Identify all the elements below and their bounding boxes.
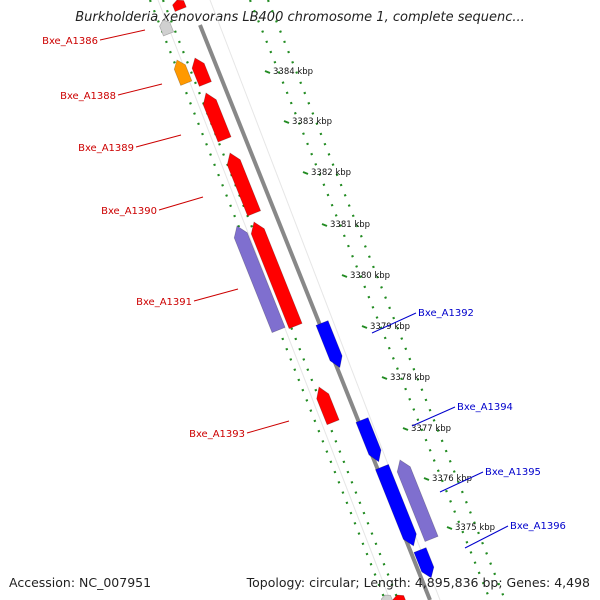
gene-label-bxe_a1386[interactable]: Bxe_A1386 xyxy=(42,36,98,47)
gene-label-bxe_a1396[interactable]: Bxe_A1396 xyxy=(510,521,566,532)
label-leader xyxy=(464,525,509,549)
tick-mark xyxy=(283,120,290,124)
gene-labels[interactable]: Bxe_A1386 Bxe_A1388 Bxe_A1389 Bxe_A1390 Bxe_… xyxy=(42,29,566,549)
gene-feature[interactable] xyxy=(191,57,212,87)
tick-mark xyxy=(264,70,271,74)
tick-label: 3375 kbp xyxy=(455,523,495,533)
gene-feature[interactable] xyxy=(172,0,187,12)
gene-label-bxe_a1390[interactable]: Bxe_A1390 xyxy=(101,206,157,217)
gene-label-bxe_a1391[interactable]: Bxe_A1391 xyxy=(136,297,192,308)
summary-text: Topology: circular; Length: 4,895,836 bp… xyxy=(246,575,590,590)
gene-label-bxe_a1395[interactable]: Bxe_A1395 xyxy=(485,467,541,478)
map-title: Burkholderia xenovorans LB400 chromosome… xyxy=(75,10,525,25)
gene-feature[interactable] xyxy=(392,594,407,600)
gene-feature[interactable] xyxy=(380,594,393,600)
gene-feature[interactable] xyxy=(315,320,343,369)
label-leader xyxy=(246,420,290,434)
tick-label: 3376 kbp xyxy=(432,474,472,484)
tick-mark xyxy=(321,223,328,227)
tick-label: 3384 kbp xyxy=(273,67,313,77)
gene-label-bxe_a1388[interactable]: Bxe_A1388 xyxy=(60,91,116,102)
tick-mark xyxy=(423,477,430,481)
gene-features xyxy=(159,0,439,600)
label-leader xyxy=(193,288,239,302)
tick-mark xyxy=(302,171,309,175)
tick-mark xyxy=(446,526,453,530)
grid-dot-line xyxy=(266,0,507,600)
tick-mark xyxy=(402,427,409,431)
label-leader xyxy=(158,196,204,211)
gene-feature[interactable] xyxy=(226,152,262,217)
tick-label: 3379 kbp xyxy=(370,322,410,332)
tick-label: 3383 kbp xyxy=(292,117,332,127)
gene-feature[interactable] xyxy=(159,19,175,37)
accession-text: Accession: NC_007951 xyxy=(9,575,152,590)
cds-feature[interactable] xyxy=(396,459,439,542)
label-leader xyxy=(371,312,417,334)
tick-label: 3381 kbp xyxy=(330,220,370,230)
tick-label: 3377 kbp xyxy=(411,424,451,434)
tick-mark xyxy=(361,325,368,329)
tick-label: 3380 kbp xyxy=(350,271,390,281)
grid-dots xyxy=(148,0,507,600)
label-leader xyxy=(117,83,163,96)
gene-feature[interactable] xyxy=(316,386,340,426)
gene-label-bxe_a1393[interactable]: Bxe_A1393 xyxy=(189,429,245,440)
label-leader xyxy=(135,134,182,148)
gene-label-bxe_a1389[interactable]: Bxe_A1389 xyxy=(78,143,134,154)
label-leader xyxy=(411,406,456,427)
tick-mark xyxy=(381,376,388,380)
label-leader xyxy=(99,29,146,41)
cds-feature[interactable] xyxy=(233,225,286,334)
label-leader xyxy=(439,471,484,493)
gene-feature[interactable] xyxy=(250,221,303,330)
tick-label: 3382 kbp xyxy=(311,168,351,178)
gene-feature[interactable] xyxy=(355,417,382,463)
tick-mark xyxy=(341,274,348,278)
gene-label-bxe_a1394[interactable]: Bxe_A1394 xyxy=(457,402,513,413)
gene-label-bxe_a1392[interactable]: Bxe_A1392 xyxy=(418,308,474,319)
gene-feature[interactable] xyxy=(413,547,435,579)
gene-feature[interactable] xyxy=(202,92,232,143)
gene-feature[interactable] xyxy=(375,463,417,547)
rna-feature[interactable] xyxy=(173,59,193,86)
kbp-ticks: 3384 kbp 3383 kbp 3382 kbp 3381 kbp 3380 kbp… xyxy=(264,67,495,533)
tick-label: 3378 kbp xyxy=(390,373,430,383)
